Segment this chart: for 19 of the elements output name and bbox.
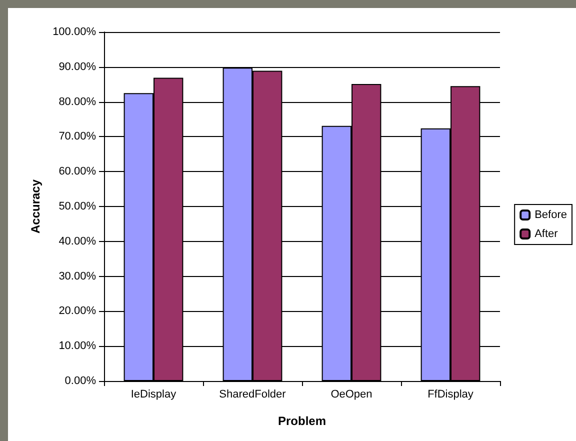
x-tick-label: IeDisplay	[130, 388, 177, 400]
y-tick-label: 70.00%	[58, 130, 96, 143]
x-axis-title: Problem	[278, 414, 326, 428]
y-tick-label: 0.00%	[64, 375, 96, 387]
legend-label: After	[534, 228, 558, 240]
y-tick-label: 30.00%	[58, 270, 96, 282]
x-tick-label: FfDisplay	[428, 388, 474, 400]
y-tick-label: 20.00%	[58, 305, 96, 318]
x-tick-label: SharedFolder	[219, 388, 286, 400]
y-tick-label: 40.00%	[58, 235, 96, 248]
y-tick-label: 60.00%	[58, 166, 96, 178]
legend-label: Before	[534, 209, 568, 221]
y-tick-label: 90.00%	[58, 60, 96, 73]
y-tick-label: 100.00%	[52, 26, 96, 38]
y-tick-label: 80.00%	[58, 96, 96, 108]
y-axis-title: Accuracy	[28, 179, 43, 234]
y-tick-label: 10.00%	[58, 340, 96, 352]
x-tick-label: OeOpen	[330, 388, 372, 400]
y-tick-label: 50.00%	[58, 200, 96, 212]
